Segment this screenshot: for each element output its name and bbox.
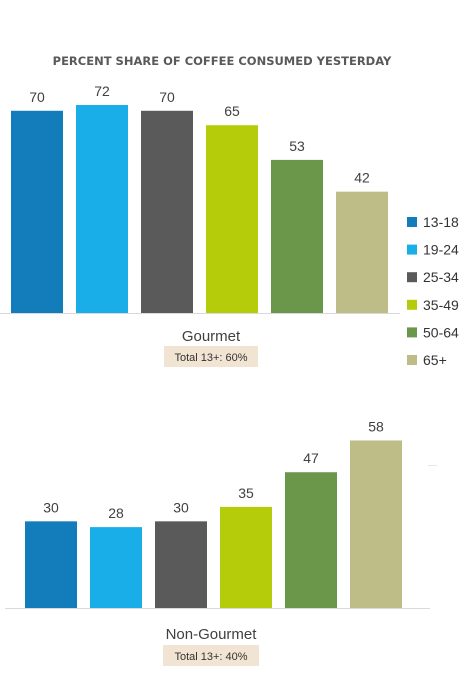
- non-gourmet-bar-25-34: [155, 521, 207, 608]
- legend-swatch-50-64: [407, 327, 417, 338]
- gourmet-value-label-19-24: 72: [94, 83, 110, 99]
- legend-swatch-35-49: [407, 299, 417, 310]
- non-gourmet-bar-50-64: [285, 472, 337, 608]
- gourmet-bar-50-64: [271, 159, 323, 313]
- gourmet-value-label-65+: 42: [354, 170, 370, 186]
- non-gourmet-value-label-19-24: 28: [108, 505, 124, 521]
- non-gourmet-value-label-65+: 58: [368, 418, 384, 434]
- gourmet-bar-13-18: [11, 110, 63, 314]
- gourmet-value-label-35-49: 65: [224, 103, 240, 119]
- non-gourmet-bar-19-24: [90, 527, 142, 608]
- non-gourmet-group-label: Non-Gourmet: [166, 626, 258, 643]
- legend-swatch-25-34: [407, 272, 417, 283]
- gourmet-total-badge: [164, 346, 258, 367]
- gourmet-bar-65+: [336, 191, 388, 313]
- non-gourmet-value-label-50-64: 47: [303, 450, 319, 466]
- gourmet-panel: 70 72 70 65 53 42 Gourmet Total 13+: 60%: [0, 83, 400, 367]
- legend-label-65+: 65+: [423, 352, 447, 368]
- non-gourmet-bar-13-18: [25, 521, 77, 608]
- gourmet-value-label-13-18: 70: [29, 89, 45, 105]
- non-gourmet-bar-35-49: [220, 506, 272, 608]
- gourmet-group-label: Gourmet: [182, 328, 241, 345]
- gourmet-bar-35-49: [206, 125, 258, 313]
- gourmet-value-label-25-34: 70: [159, 89, 175, 105]
- chart-title: PERCENT SHARE OF COFFEE CONSUMED YESTERD…: [53, 54, 392, 68]
- legend-label-50-64: 50-64: [423, 324, 459, 340]
- legend-swatch-19-24: [407, 244, 417, 255]
- legend: 13-18 19-24 25-34 35-49 50-64 65+: [407, 214, 459, 368]
- legend-swatch-65+: [407, 355, 417, 365]
- non-gourmet-total-badge: [163, 645, 259, 666]
- legend-swatch-13-18: [407, 217, 417, 227]
- gourmet-total-label: Total 13+: 60%: [174, 352, 247, 364]
- non-gourmet-panel: 30 28 30 35 47 58 Non-Gourmet Total 13+: 40%: [5, 418, 437, 666]
- legend-label-13-18: 13-18: [423, 214, 459, 230]
- legend-label-19-24: 19-24: [423, 242, 459, 258]
- gourmet-bar-19-24: [76, 105, 128, 313]
- gourmet-value-label-50-64: 53: [289, 138, 305, 154]
- legend-label-25-34: 25-34: [423, 269, 459, 285]
- legend-label-35-49: 35-49: [423, 297, 459, 313]
- non-gourmet-bar-65+: [350, 440, 402, 608]
- non-gourmet-value-label-13-18: 30: [43, 499, 59, 515]
- non-gourmet-value-label-25-34: 30: [173, 499, 189, 515]
- non-gourmet-value-label-35-49: 35: [238, 485, 254, 501]
- non-gourmet-total-label: Total 13+: 40%: [174, 651, 247, 663]
- gourmet-bar-25-34: [141, 110, 193, 314]
